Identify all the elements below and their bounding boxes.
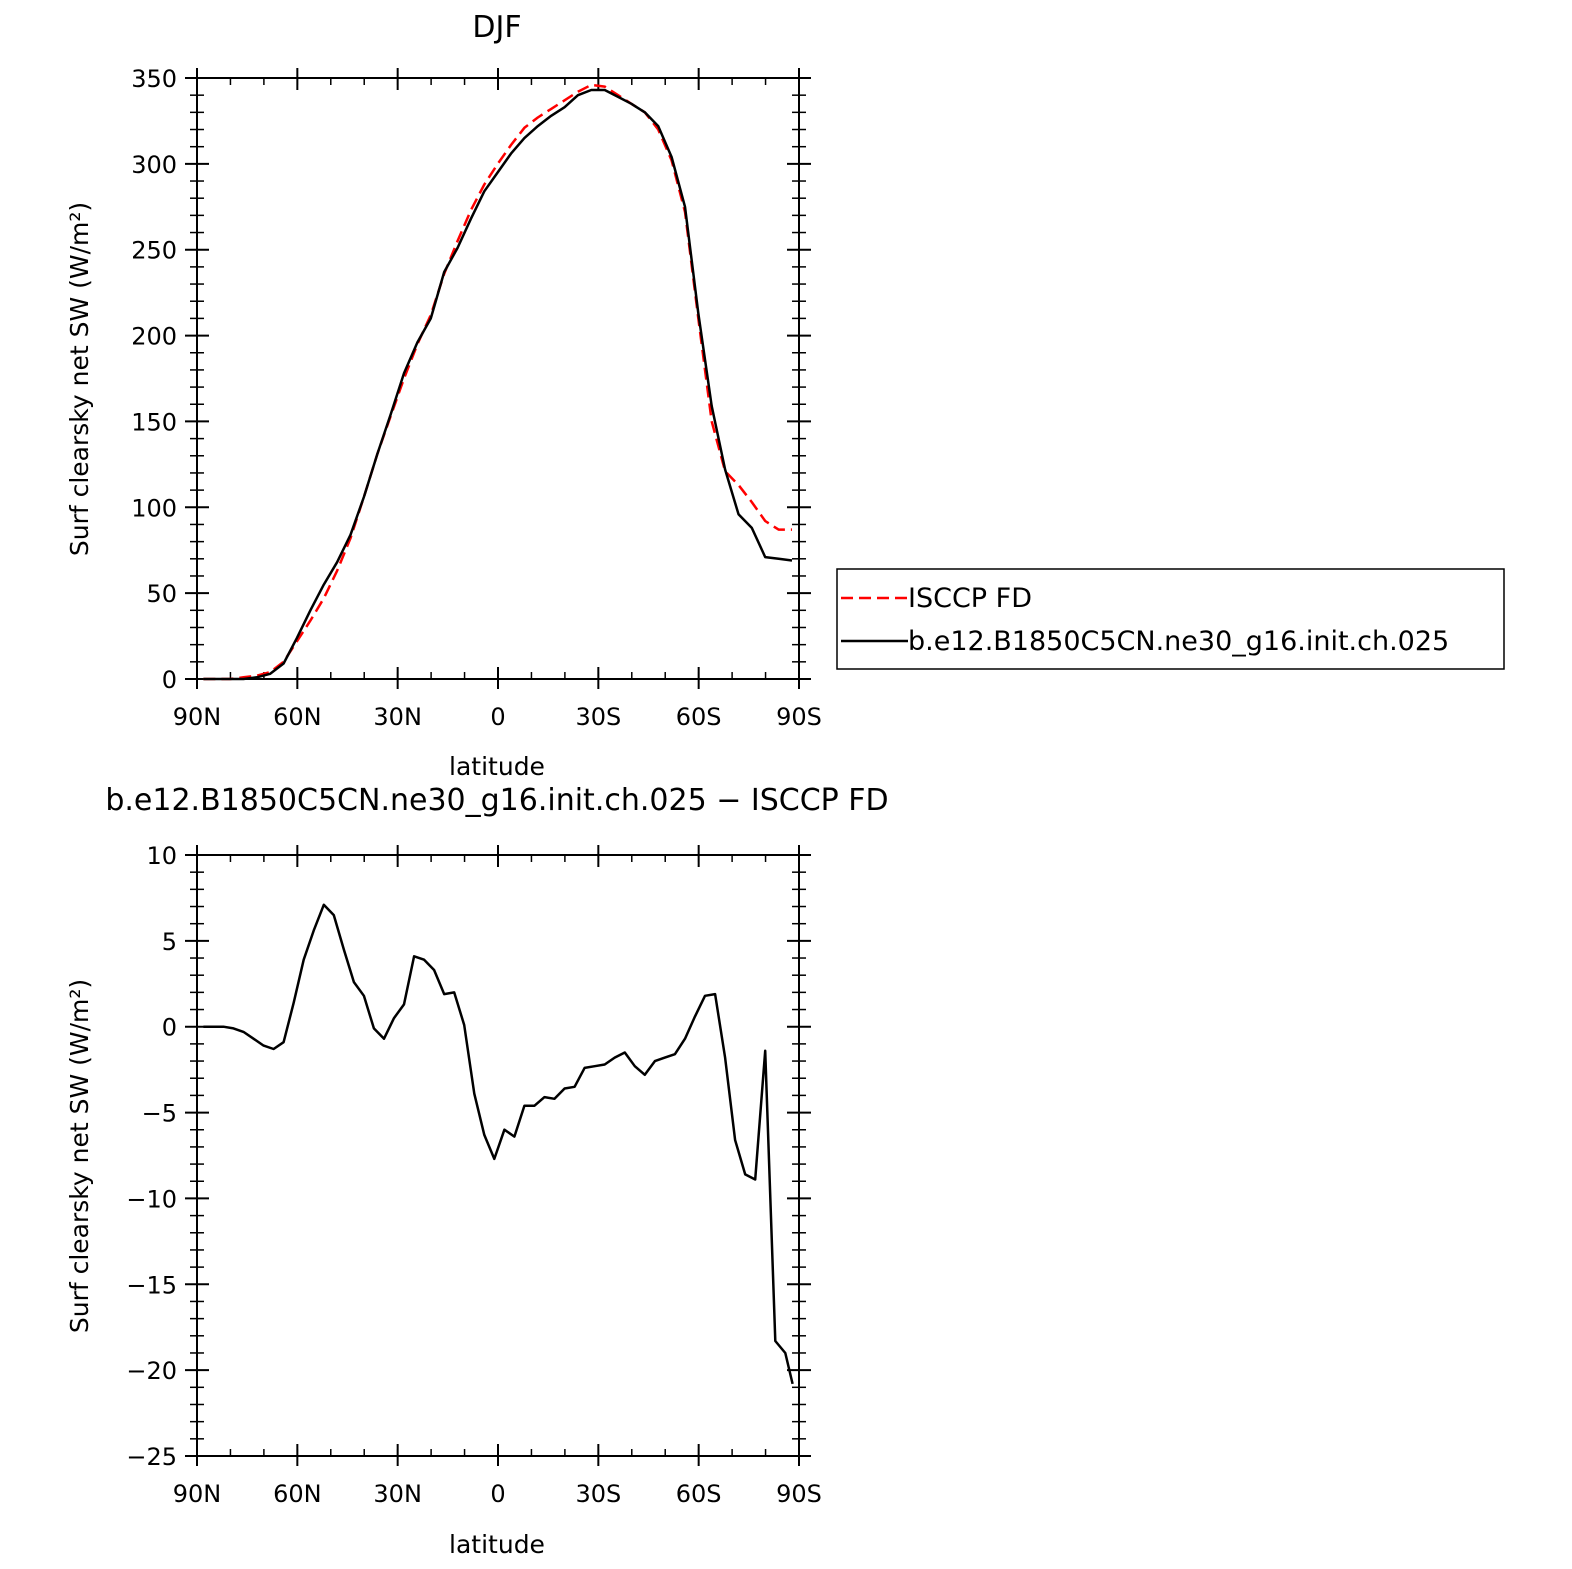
x-tick-label: 30S [575, 1480, 621, 1508]
x-tick-label: 90S [776, 1480, 822, 1508]
bottom-panel: b.e12.B1850C5CN.ne30_g16.init.ch.025 − I… [65, 783, 889, 1559]
x-tick-label: 60S [676, 1480, 722, 1508]
chart-title: b.e12.B1850C5CN.ne30_g16.init.ch.025 − I… [105, 783, 888, 818]
legend-label-isccp-fd: ISCCP FD [908, 583, 1032, 614]
legend-box [836, 568, 1505, 670]
series-line-0 [203, 903, 794, 1385]
legend-label-model: b.e12.B1850C5CN.ne30_g16.init.ch.025 [908, 626, 1449, 657]
x-tick-label: 90N [173, 1480, 222, 1508]
top-panel: DJF Surf clearsky net SW (W/m²) latitude… [65, 10, 1505, 781]
x-tick-label: 60N [273, 703, 322, 731]
y-tick-label: 300 [131, 151, 177, 179]
y-tick-label: −15 [126, 1271, 177, 1299]
y-tick-label: 150 [131, 408, 177, 436]
x-tick-label: 0 [490, 703, 505, 731]
x-tick-label: 30S [575, 703, 621, 731]
plot-area: 90N 60N 30N 0 30S 60S 90S −25 −20 −15 −10 −5 0 5 10 [126, 842, 822, 1508]
y-tick-label: 200 [131, 323, 177, 351]
x-tick-label: 90S [776, 703, 822, 731]
y-tick-label: 0 [162, 1014, 177, 1042]
plot-area: 90N 60N 30N 0 30S 60S 90S 0 50 100 150 200 250 300 350 [131, 65, 822, 731]
y-axis-label: Surf clearsky net SW (W/m²) [65, 202, 94, 556]
x-tick-label: 0 [490, 1480, 505, 1508]
y-tick-label: −5 [142, 1100, 177, 1128]
y-tick-label: 100 [131, 494, 177, 522]
plot-frame [196, 854, 800, 1457]
x-tick-label: 60N [273, 1480, 322, 1508]
y-tick-label: 0 [162, 666, 177, 694]
y-tick-label: 350 [131, 65, 177, 93]
x-tick-label: 30N [373, 703, 422, 731]
x-tick-label: 60S [676, 703, 722, 731]
x-axis-label: latitude [449, 752, 545, 781]
legend: ISCCP FD b.e12.B1850C5CN.ne30_g16.init.c… [836, 568, 1505, 670]
y-tick-label: −20 [126, 1357, 177, 1385]
x-tick-label: 90N [173, 703, 222, 731]
series-line-b-e12-b1850c5cn-ne30-g16-init-ch-025 [203, 88, 793, 681]
x-axis-label: latitude [449, 1530, 545, 1559]
y-tick-label: 250 [131, 237, 177, 265]
x-tick-label: 30N [373, 1480, 422, 1508]
y-tick-label: 50 [146, 580, 177, 608]
y-tick-label: 10 [146, 842, 177, 870]
y-tick-label: 5 [162, 928, 177, 956]
chart-title: DJF [472, 10, 521, 45]
y-tick-label: −25 [126, 1443, 177, 1471]
y-axis-label: Surf clearsky net SW (W/m²) [65, 979, 94, 1333]
y-tick-label: −10 [126, 1185, 177, 1213]
